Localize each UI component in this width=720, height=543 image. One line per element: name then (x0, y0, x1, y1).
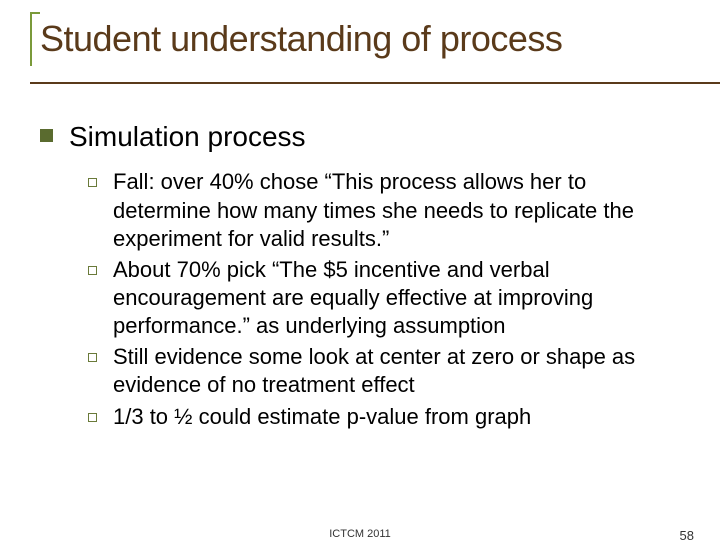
bullet-level1: Simulation process (40, 119, 690, 154)
hollow-square-bullet-icon (88, 353, 97, 362)
bullet-level2: 1/3 to ½ could estimate p-value from gra… (88, 403, 690, 431)
level2-text: Fall: over 40% chose “This process allow… (113, 168, 690, 252)
hollow-square-bullet-icon (88, 178, 97, 187)
content-area: Simulation process Fall: over 40% chose … (30, 119, 690, 430)
square-bullet-icon (40, 129, 53, 142)
bullet-level2: Still evidence some look at center at ze… (88, 343, 690, 399)
slide-number: 58 (680, 528, 694, 543)
bullet-level2: Fall: over 40% chose “This process allow… (88, 168, 690, 252)
title-accent-corner (30, 12, 40, 66)
slide-title: Student understanding of process (40, 18, 690, 59)
footer-center-text: ICTCM 2011 (0, 528, 720, 540)
hollow-square-bullet-icon (88, 413, 97, 422)
hollow-square-bullet-icon (88, 266, 97, 275)
level2-text: About 70% pick “The $5 incentive and ver… (113, 256, 690, 340)
title-wrap: Student understanding of process (30, 18, 690, 59)
level2-text: 1/3 to ½ could estimate p-value from gra… (113, 403, 531, 431)
slide: Student understanding of process Simulat… (0, 0, 720, 540)
level1-text: Simulation process (69, 119, 306, 154)
bullet-level2: About 70% pick “The $5 incentive and ver… (88, 256, 690, 340)
title-underline (30, 82, 720, 84)
sublist: Fall: over 40% chose “This process allow… (88, 168, 690, 430)
level2-text: Still evidence some look at center at ze… (113, 343, 690, 399)
